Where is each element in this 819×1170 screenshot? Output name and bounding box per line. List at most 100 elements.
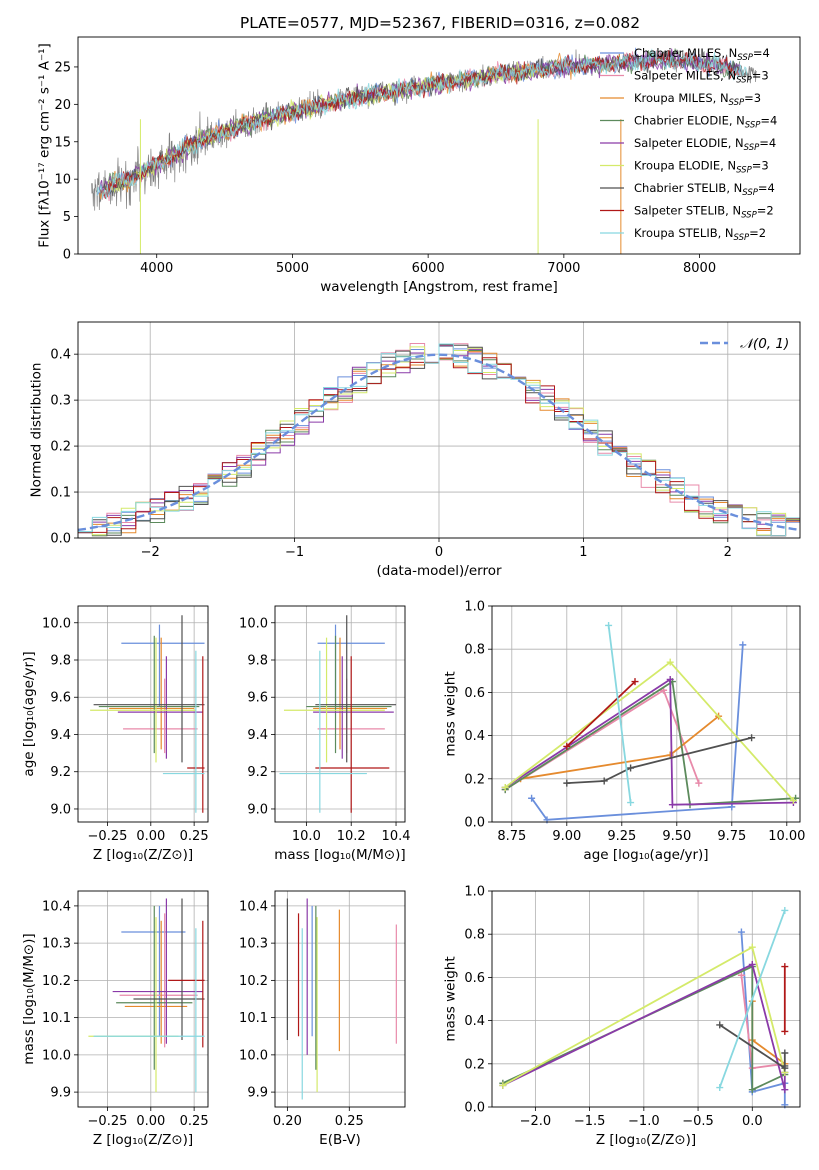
legend-sub: SSP — [741, 211, 757, 221]
legend-count: =4 — [753, 46, 770, 60]
y-tick-label: 25 — [54, 60, 71, 75]
x-tick-label: 10.00 — [768, 829, 805, 844]
model-line-kroupa-stelib — [96, 48, 748, 200]
y-tick-label: 10.0 — [42, 616, 71, 631]
x-tick-label: −0.5 — [682, 1114, 714, 1129]
y-tick-label: 9.9 — [247, 1086, 268, 1101]
x-tick-label: 7000 — [547, 261, 580, 276]
y-tick-label: 9.0 — [50, 802, 71, 817]
y-tick-label: 15 — [54, 135, 71, 150]
x-tick-label: −1.5 — [574, 1114, 606, 1129]
y-tick-label: 10.1 — [42, 1011, 71, 1026]
point-marker-salpeter-miles — [737, 971, 745, 979]
series-chabrier-stelib — [566, 736, 752, 784]
series-kroupa-elodie — [504, 660, 795, 801]
x-axis-label: E(B-V) — [319, 1132, 361, 1148]
legend-label-salpeter-stelib: Salpeter STELIB, NSSP=2 — [634, 204, 774, 221]
series-chabrier-stelib — [719, 1024, 786, 1070]
model-line-salpeter-stelib — [99, 50, 741, 199]
y-tick-label: 9.8 — [247, 654, 268, 669]
x-axis-label: Z [log₁₀(Z/Z⊙)] — [596, 1132, 696, 1148]
point-marker-kroupa-elodie — [748, 943, 756, 951]
x-tick-label: 10.2 — [337, 829, 366, 844]
point-marker-salpeter-miles — [695, 779, 703, 787]
x-tick-label: 0.20 — [273, 1114, 302, 1129]
point-marker-chabrier-miles — [528, 794, 536, 802]
x-tick-label: 10.4 — [382, 829, 411, 844]
x-tick-label: 4000 — [140, 261, 173, 276]
y-tick-label: 5 — [63, 210, 71, 225]
x-tick-label: 0 — [435, 545, 443, 560]
legend-count: =4 — [759, 136, 776, 150]
x-tick-label: 0.25 — [335, 1114, 364, 1129]
x-tick-label: 9.50 — [662, 829, 691, 844]
series-salpeter-stelib — [566, 680, 636, 748]
mass-vs-Z-panel: −0.25 0.00 0.25 9.9 10.0 10.1 10.2 10.3 10.4 Z [l… — [21, 890, 209, 1148]
age-vs-mass-panel: 10.0 10.2 10.4 9.0 9.2 9.4 9.6 9.8 10.0 mass [log… — [239, 605, 411, 863]
y-tick-label: 10.4 — [42, 899, 71, 914]
y-axis-label: age [log₁₀(age/yr)] — [21, 651, 37, 776]
point-marker-kroupa-elodie — [501, 783, 509, 791]
legend-label-chabrier-stelib: Chabrier STELIB, NSSP=4 — [634, 181, 775, 198]
legend-label-gaussian: 𝒩(0, 1) — [740, 336, 789, 352]
legend-count: =3 — [744, 91, 761, 105]
legend-label-salpeter-miles: Salpeter MILES, NSSP=3 — [634, 69, 769, 86]
age-vs-Z-panel: −0.25 0.00 0.25 9.0 9.2 9.4 9.6 9.8 10.0 Z [log₁₀… — [21, 605, 209, 863]
y-tick-label: 10.4 — [239, 899, 268, 914]
y-tick-label: 0.0 — [464, 1101, 485, 1116]
point-marker-kroupa-stelib — [627, 799, 635, 807]
y-tick-label: 0.6 — [464, 971, 485, 986]
legend-count: =2 — [757, 204, 774, 218]
x-tick-label: 8.75 — [497, 829, 526, 844]
y-tick-label: 0.0 — [50, 532, 71, 547]
legend-sub: SSP — [737, 53, 753, 63]
spectrum-lines — [91, 47, 757, 254]
point-marker-chabrier-stelib — [600, 777, 608, 785]
x-tick-label: 8000 — [683, 261, 716, 276]
y-tick-label: 1.0 — [464, 600, 485, 615]
y-tick-label: 0.6 — [464, 686, 485, 701]
plot-frame — [77, 321, 801, 539]
y-axis-label: Flux [fλ10⁻¹⁷ erg cm⁻² s⁻¹ A⁻¹] — [36, 43, 52, 248]
point-marker-salpeter-elodie — [781, 1086, 789, 1094]
point-marker-chabrier-miles — [737, 928, 745, 936]
point-marker-kroupa-elodie — [666, 658, 674, 666]
x-tick-label: −1.0 — [628, 1114, 660, 1129]
series-kroupa-stelib — [718, 910, 786, 1088]
weight-vs-Z-panel: −2.0 −1.5 −1.0 −0.5 0.0 0.0 0.2 0.4 0.6 0.8 1.0 Z [… — [443, 885, 801, 1148]
legend-sub: SSP — [729, 98, 745, 108]
y-tick-label: 10.3 — [239, 937, 268, 952]
point-marker-chabrier-stelib — [716, 1021, 724, 1029]
y-axis-label: mass weight — [443, 671, 459, 756]
y-tick-label: 0.3 — [50, 394, 71, 409]
legend-name: Chabrier ELODIE, N — [634, 114, 745, 128]
point-marker-salpeter-stelib — [781, 963, 789, 971]
point-marker-salpeter-elodie — [666, 675, 674, 683]
error-bars — [88, 898, 205, 1093]
error-bars — [286, 898, 397, 1100]
x-tick-label: 9.25 — [607, 829, 636, 844]
x-tick-label: −2.0 — [520, 1114, 552, 1129]
y-tick-label: 0 — [63, 248, 71, 263]
y-axis-label: Normed distribution — [29, 363, 45, 498]
y-tick-label: 9.0 — [247, 802, 268, 817]
x-tick-label: 9.00 — [552, 829, 581, 844]
histogram-panel: −2 −1 0 1 2 0.0 0.1 0.2 0.3 0.4 (data-model)/error… — [29, 321, 801, 579]
y-tick-label: 1.0 — [464, 885, 485, 900]
y-tick-label: 9.6 — [50, 691, 71, 706]
y-tick-label: 10.2 — [42, 974, 71, 989]
legend-label-kroupa-stelib: Kroupa STELIB, NSSP=2 — [634, 226, 766, 243]
y-tick-label: 10.3 — [42, 937, 71, 952]
legend-name: Salpeter ELODIE, N — [634, 136, 744, 150]
y-axis-label: mass [log₁₀(M/M⊙)] — [21, 933, 37, 1064]
legend-count: =3 — [752, 69, 769, 83]
error-bars — [90, 615, 205, 813]
point-marker-salpeter-stelib — [631, 678, 639, 686]
x-tick-label: 0.00 — [136, 829, 165, 844]
figure-title: PLATE=0577, MJD=52367, FIBERID=0316, z=0… — [240, 14, 640, 32]
point-marker-kroupa-stelib — [716, 1084, 724, 1092]
plot-frame — [274, 605, 406, 823]
x-axis-label: Z [log₁₀(Z/Z⊙)] — [93, 1132, 193, 1148]
y-tick-label: 9.6 — [247, 691, 268, 706]
